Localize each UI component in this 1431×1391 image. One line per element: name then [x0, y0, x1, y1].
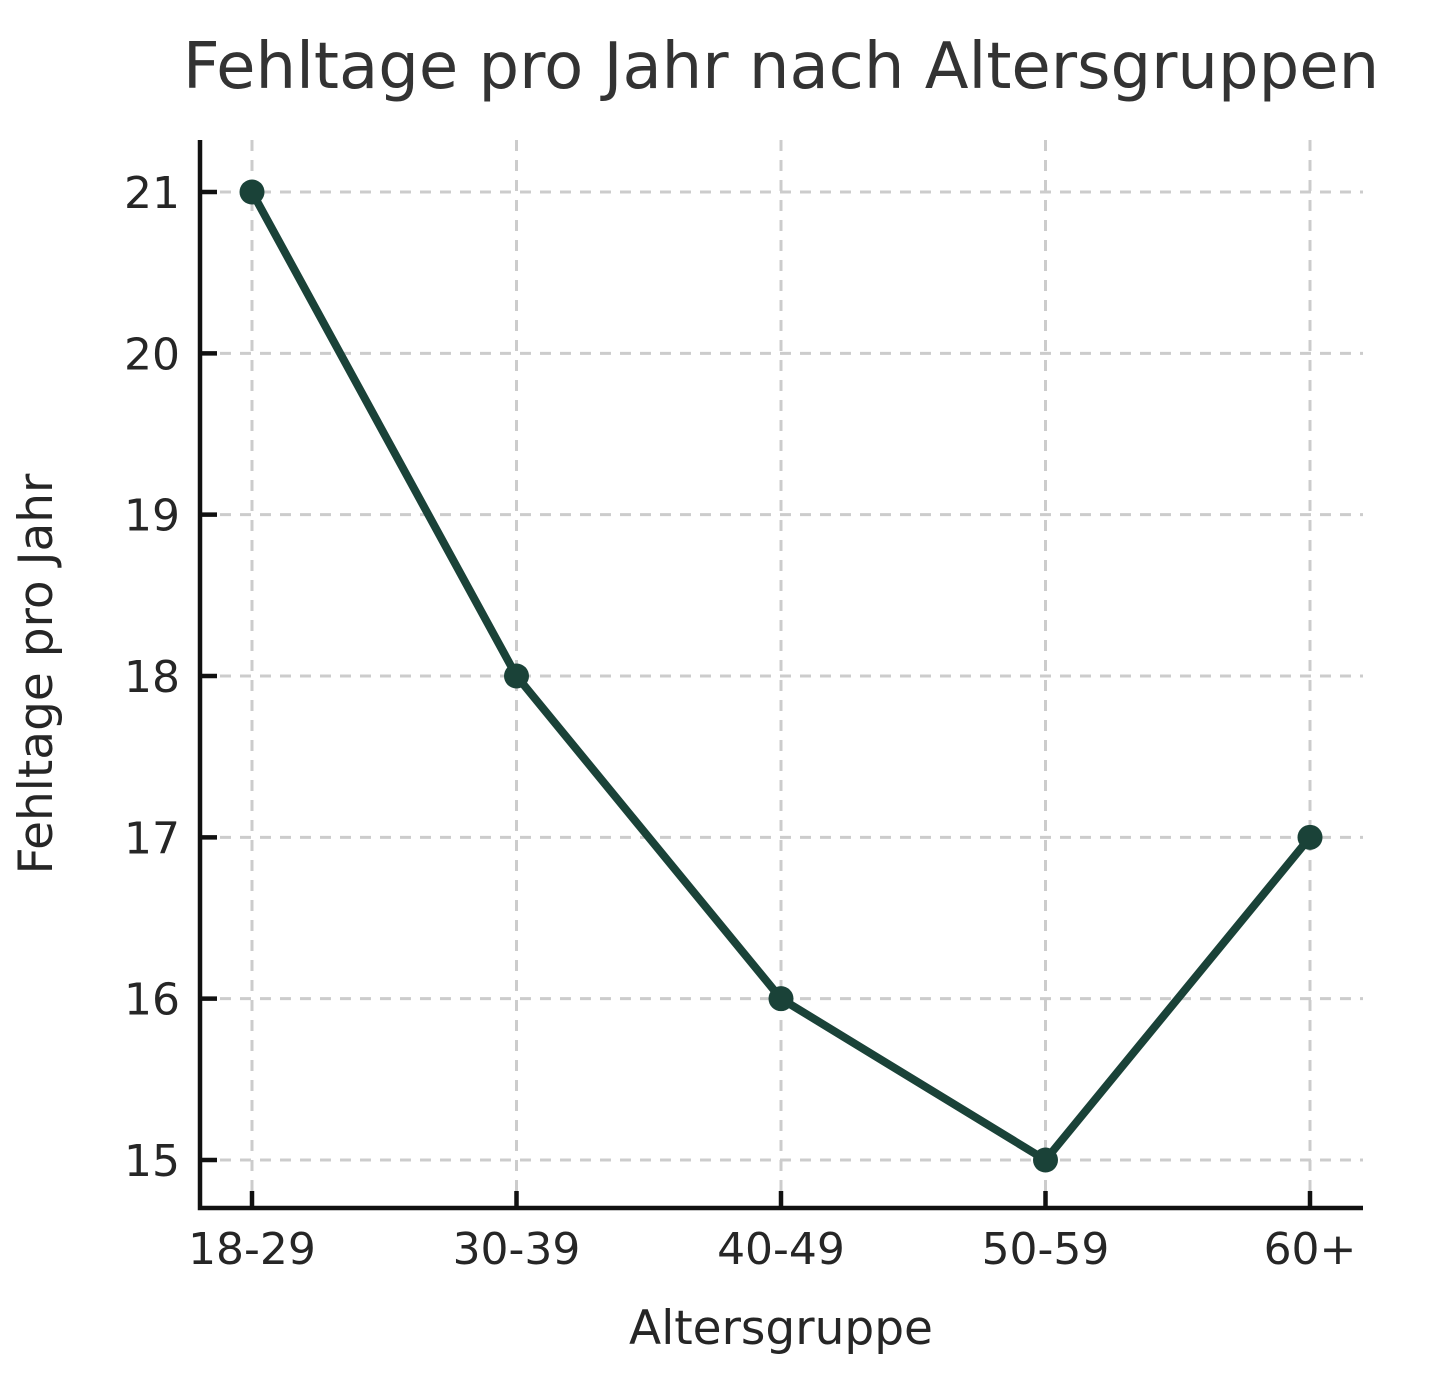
data-point — [768, 986, 794, 1012]
x-tick-label: 40-49 — [717, 1224, 845, 1275]
y-tick-label: 16 — [124, 975, 180, 1026]
y-tick-label: 21 — [124, 168, 180, 219]
y-tick-label: 20 — [124, 329, 180, 380]
x-axis-label: Altersgruppe — [629, 1301, 933, 1356]
axis-ticks — [200, 189, 1313, 1208]
x-tick-label: 18-29 — [188, 1224, 316, 1275]
data-point — [1033, 1147, 1058, 1173]
grid-layer — [200, 140, 1363, 1208]
y-tick-label: 15 — [124, 1136, 180, 1187]
y-tick-label: 19 — [124, 491, 180, 542]
data-point — [239, 179, 265, 205]
x-tick-label: 50-59 — [982, 1224, 1110, 1275]
axis-spines — [197, 140, 1363, 1211]
data-series — [239, 179, 1323, 1173]
data-point — [1297, 824, 1323, 850]
y-tick-label: 18 — [124, 652, 180, 703]
chart-title: Fehltage pro Jahr nach Altersgruppen — [183, 30, 1379, 104]
axis-tick-labels: 15 16 17 18 19 20 21 18-29 30-39 40-49 50-59 60+ — [124, 168, 1356, 1275]
data-point — [504, 663, 529, 689]
axis-spine — [197, 140, 1363, 1211]
y-axis-label: Fehltage pro Jahr — [9, 473, 64, 874]
x-tick-label: 30-39 — [453, 1224, 581, 1275]
x-tick-label: 60+ — [1264, 1224, 1357, 1275]
y-tick-label: 17 — [124, 813, 180, 864]
